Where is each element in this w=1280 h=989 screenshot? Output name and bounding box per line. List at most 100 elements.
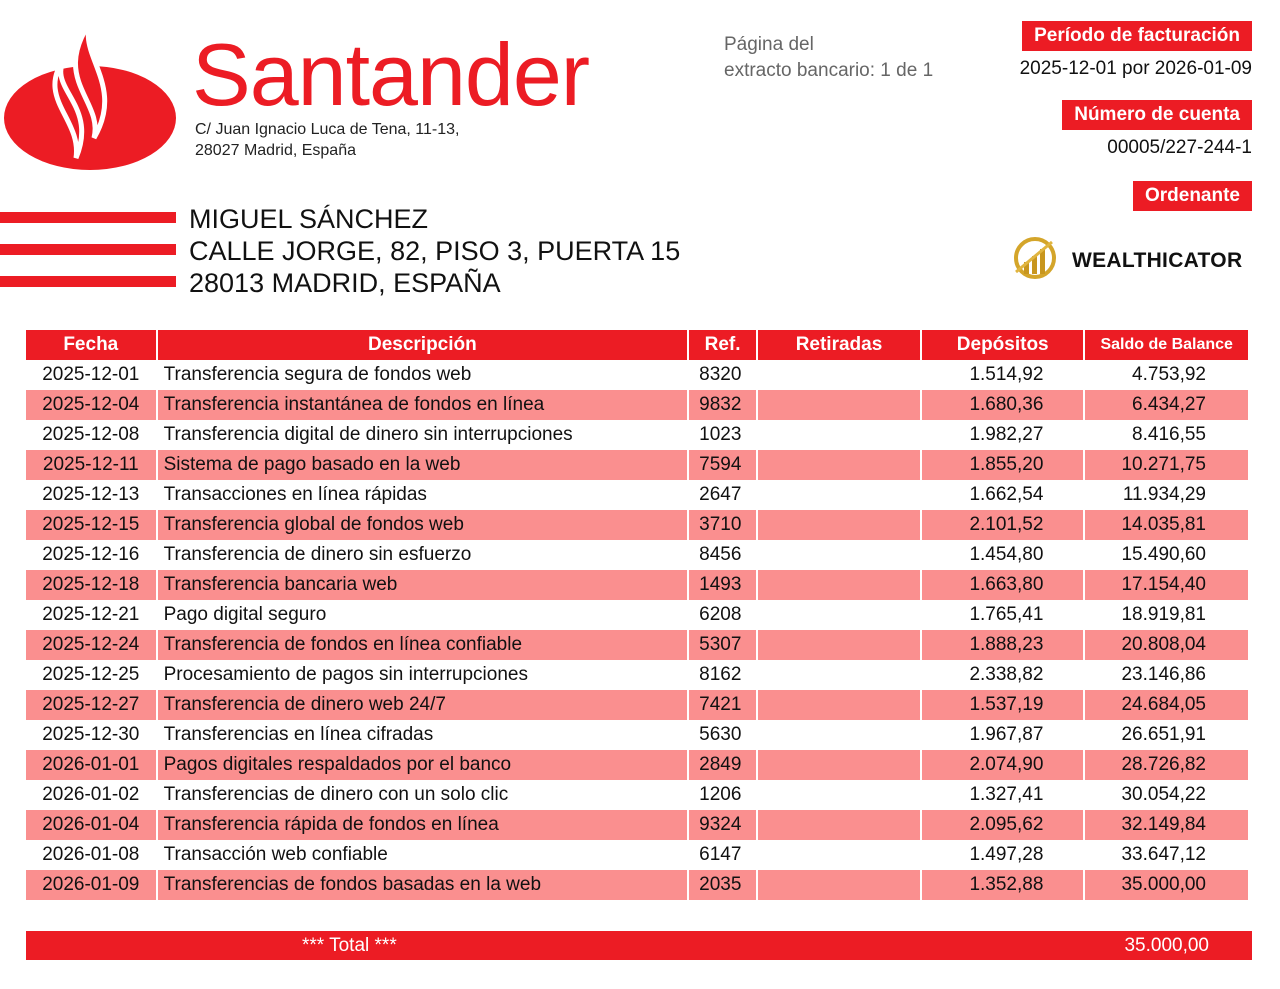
decorative-stripe [0, 244, 176, 255]
total-bar: *** Total *** 35.000,00 [26, 931, 1252, 960]
cell-deposit: 1.680,36 [922, 390, 1084, 420]
cell-ref: 6208 [699, 604, 742, 625]
cell-withdrawal [757, 630, 921, 660]
cell-date: 2026-01-09 [26, 870, 156, 900]
cell-ref: 2849 [689, 750, 756, 780]
table-row: 2026-01-04 Transferencia rápida de fondos… [26, 810, 1248, 840]
total-label: *** Total *** [302, 935, 397, 956]
cell-ref: 7594 [689, 450, 756, 480]
customer-address-line1: CALLE JORGE, 82, PISO 3, PUERTA 15 [189, 236, 681, 266]
cell-deposit: 1.454,80 [969, 544, 1044, 565]
cell-balance: 30.054,22 [1121, 784, 1206, 805]
cell-deposit: 1.327,41 [969, 784, 1044, 805]
cell-deposit: 1.855,20 [922, 450, 1084, 480]
cell-description: Transferencia bancaria web [157, 570, 688, 600]
cell-deposit: 2.101,52 [922, 510, 1084, 540]
cell-ref: 1023 [699, 424, 742, 445]
cell-description: Transferencia global de fondos web [157, 510, 688, 540]
cell-balance: 17.154,40 [1085, 570, 1248, 600]
customer-block: MIGUEL SÁNCHEZ CALLE JORGE, 82, PISO 3, … [189, 203, 680, 299]
account-number-label: Número de cuenta [1062, 100, 1252, 130]
account-number-value: 00005/227-244-1 [1107, 137, 1252, 158]
cell-description: Transferencias de fondos basadas en la w… [157, 870, 688, 900]
customer-name: MIGUEL SÁNCHEZ [189, 204, 429, 234]
table-header-row: Fecha Descripción Ref. Retiradas Depósit… [26, 330, 1248, 360]
cell-date: 2025-12-16 [42, 544, 140, 565]
cell-ref: 8320 [699, 364, 742, 385]
cell-date: 2026-01-01 [26, 750, 156, 780]
page-indicator-line1: Página del [724, 34, 814, 55]
cell-ref: 9324 [689, 810, 756, 840]
table-row: 2025-12-24 Transferencia de fondos en lín… [26, 630, 1248, 660]
cell-ref: 3710 [689, 510, 756, 540]
decorative-stripe [0, 212, 176, 223]
header-withdrawals: Retiradas [757, 330, 921, 360]
cell-date: 2025-12-13 [42, 484, 140, 505]
cell-date: 2025-12-11 [26, 450, 156, 480]
cell-description: Transferencia digital de dinero sin inte… [163, 424, 573, 445]
cell-withdrawal [757, 870, 921, 900]
page-indicator: Página del extracto bancario: 1 de 1 [724, 32, 933, 84]
cell-deposit: 1.514,92 [969, 364, 1044, 385]
cell-description: Transacción web confiable [163, 844, 388, 865]
header-ref: Ref. [689, 330, 756, 360]
cell-deposit: 1.888,23 [922, 630, 1084, 660]
cell-deposit: 1.352,88 [922, 870, 1084, 900]
cell-deposit: 1.982,27 [969, 424, 1044, 445]
cell-deposit: 1.765,41 [969, 604, 1044, 625]
cell-ref: 2647 [699, 484, 742, 505]
billing-period-value: 2025-12-01 por 2026-01-09 [1019, 58, 1252, 79]
cell-deposit: 1.663,80 [922, 570, 1084, 600]
cell-date: 2026-01-04 [26, 810, 156, 840]
cell-description: Transferencias de dinero con un solo cli… [163, 784, 509, 805]
cell-description: Transferencia de dinero web 24/7 [157, 690, 688, 720]
cell-ref: 1493 [689, 570, 756, 600]
ordering-party-label: Ordenante [1132, 181, 1252, 211]
cell-balance: 8.416,55 [1132, 424, 1206, 445]
cell-balance: 26.651,91 [1121, 724, 1206, 745]
cell-description: Pago digital seguro [163, 604, 327, 625]
table-row: 2025-12-13 Transacciones en línea rápidas… [26, 480, 1248, 510]
cell-withdrawal [758, 660, 920, 690]
cell-deposit: 2.095,62 [922, 810, 1084, 840]
cell-ref: 6147 [699, 844, 742, 865]
cell-date: 2025-12-15 [26, 510, 156, 540]
table-row: 2025-12-25 Procesamiento de pagos sin int… [26, 660, 1248, 690]
cell-deposit: 1.967,87 [969, 724, 1044, 745]
table-row: 2025-12-16 Transferencia de dinero sin es… [26, 540, 1248, 570]
cell-description: Transacciones en línea rápidas [163, 484, 427, 505]
cell-withdrawal [757, 390, 921, 420]
cell-balance: 15.490,60 [1121, 544, 1206, 565]
table-row: 2025-12-15 Transferencia global de fondos… [26, 510, 1248, 540]
cell-deposit: 1.537,19 [922, 690, 1084, 720]
billing-period-label: Período de facturación [1022, 21, 1252, 51]
cell-balance: 10.271,75 [1085, 450, 1248, 480]
cell-description: Pagos digitales respaldados por el banco [157, 750, 688, 780]
cell-balance: 4.753,92 [1132, 364, 1206, 385]
cell-deposit: 2.074,90 [922, 750, 1084, 780]
total-amount: 35.000,00 [1124, 935, 1209, 956]
cell-ref: 9832 [689, 390, 756, 420]
cell-ref: 8162 [699, 664, 742, 685]
cell-withdrawal [757, 750, 921, 780]
table-row: 2025-12-08 Transferencia digital de diner… [26, 420, 1248, 450]
wealthicator-logo-icon [1014, 237, 1056, 279]
cell-date: 2025-12-27 [26, 690, 156, 720]
cell-date: 2025-12-08 [42, 424, 140, 445]
cell-withdrawal [758, 780, 920, 810]
cell-description: Sistema de pago basado en la web [157, 450, 688, 480]
cell-ref: 7421 [689, 690, 756, 720]
customer-address-line2: 28013 MADRID, ESPAÑA [189, 268, 501, 298]
table-row: 2025-12-11 Sistema de pago basado en la w… [26, 450, 1248, 480]
cell-ref: 5307 [689, 630, 756, 660]
cell-deposit: 2.338,82 [969, 664, 1044, 685]
cell-balance: 18.919,81 [1121, 604, 1206, 625]
header-date: Fecha [26, 330, 156, 360]
cell-date: 2025-12-24 [26, 630, 156, 660]
cell-balance: 23.146,86 [1121, 664, 1206, 685]
header-balance: Saldo de Balance [1085, 330, 1248, 360]
table-row: 2025-12-01 Transferencia segura de fondos… [26, 360, 1248, 390]
cell-ref: 2035 [689, 870, 756, 900]
table-row: 2026-01-08 Transacción web confiable 6147 1… [26, 840, 1248, 870]
